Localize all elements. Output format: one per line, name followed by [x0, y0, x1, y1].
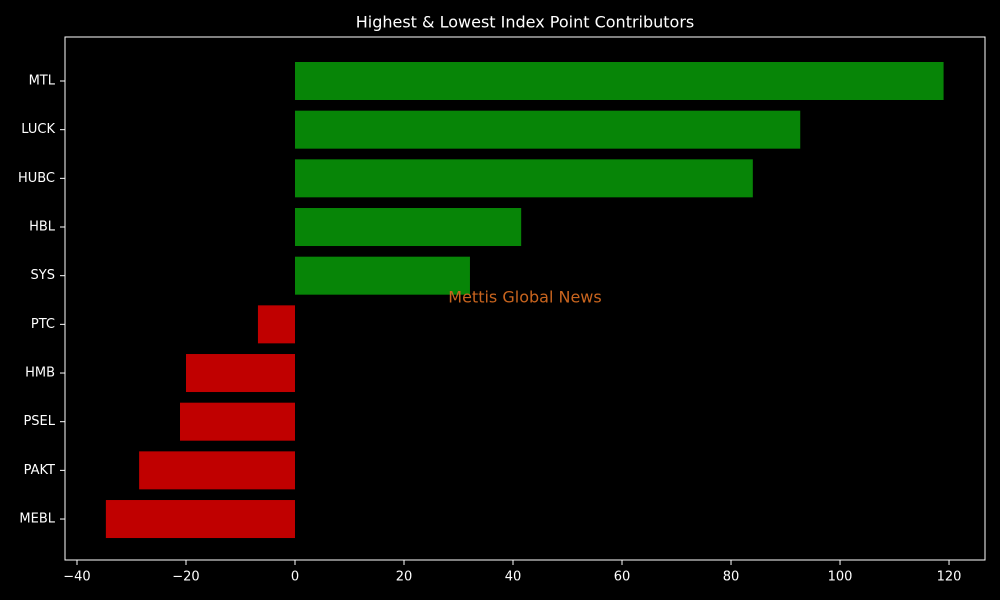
y-tick-label: HBL [29, 220, 56, 235]
x-tick-label: 60 [614, 570, 631, 585]
x-tick-label: −40 [63, 570, 90, 585]
x-tick-label: 100 [828, 570, 853, 585]
bar [180, 402, 295, 441]
y-tick-label: HMB [25, 366, 55, 381]
x-tick-label: 20 [396, 570, 413, 585]
bar [257, 305, 295, 344]
y-tick-label: PTC [31, 317, 55, 332]
y-tick-label: MEBL [19, 512, 55, 527]
y-tick-label: MTL [29, 74, 56, 89]
y-tick-label: LUCK [21, 122, 55, 137]
x-tick-label: 0 [291, 570, 299, 585]
bar [295, 208, 522, 247]
chart-title: Highest & Lowest Index Point Contributor… [356, 13, 695, 32]
x-tick-label: 120 [937, 570, 962, 585]
bar [295, 256, 470, 295]
bar [295, 110, 801, 149]
bar [295, 159, 753, 198]
y-tick-label: PSEL [23, 414, 55, 429]
y-tick-label: HUBC [18, 171, 55, 186]
bar [295, 62, 944, 100]
x-tick-label: 80 [723, 570, 740, 585]
bar [105, 500, 296, 539]
y-tick-label: SYS [31, 268, 55, 283]
bar [185, 354, 295, 393]
plot-frame [64, 36, 986, 561]
watermark: Mettis Global News [448, 288, 601, 307]
x-tick-label: −20 [172, 570, 199, 585]
x-tick-label: 40 [505, 570, 522, 585]
y-tick-label: PAKT [24, 463, 55, 478]
bar [139, 451, 295, 490]
